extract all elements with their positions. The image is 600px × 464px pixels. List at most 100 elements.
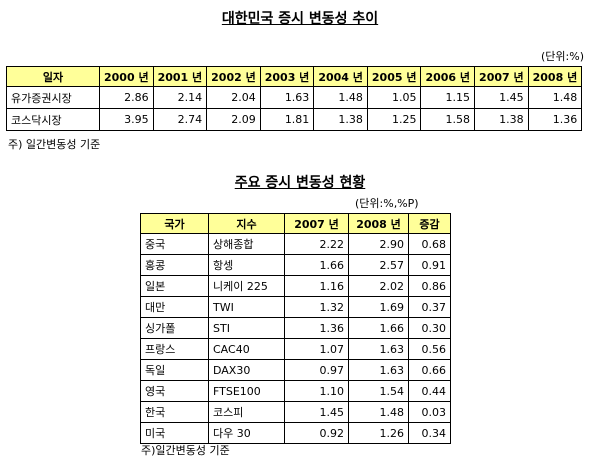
index-cell: DAX30 [208, 359, 285, 381]
table-row: 유가증권시장 2.86 2.14 2.04 1.63 1.48 1.05 1.1… [6, 86, 583, 109]
major-markets-volatility-table: 국가 지수 2007 년 2008 년 증감 중국 상해종합 2.22 2.90 0.6… [140, 213, 451, 444]
volatility-trend-table: 일자 2000 년 2001 년 2002 년 2003 년 2004 년 20… [6, 66, 583, 131]
country-cell: 영국 [140, 380, 209, 402]
country-cell: 독일 [140, 359, 209, 381]
value-2007-cell: 0.92 [284, 422, 349, 444]
value-2008-cell: 1.63 [348, 338, 409, 360]
table-row: 싱가폴 STI 1.36 1.66 0.30 [140, 317, 451, 339]
country-cell: 한국 [140, 401, 209, 423]
table-cell: 2.86 [99, 86, 154, 109]
table-cell: 1.36 [527, 108, 583, 131]
table2-unit: (단위:%,%P) [355, 197, 419, 210]
index-cell: 코스피 [208, 401, 285, 423]
country-cell: 홍콩 [140, 254, 209, 276]
table1-note: 주) 일간변동성 기준 [8, 138, 101, 151]
table-row: 영국 FTSE100 1.10 1.54 0.44 [140, 380, 451, 402]
header-2007: 2007 년 [284, 213, 349, 234]
value-2008-cell: 2.57 [348, 254, 409, 276]
table-cell: 1.05 [366, 86, 422, 109]
table1-col-header: 2004 년 [313, 66, 368, 87]
table1-unit: (단위:%) [541, 50, 584, 63]
header-2008: 2008 년 [348, 213, 409, 234]
table-cell: 1.63 [259, 86, 315, 109]
table1-header-row: 일자 2000 년 2001 년 2002 년 2003 년 2004 년 20… [6, 66, 583, 87]
value-2007-cell: 1.66 [284, 254, 349, 276]
country-cell: 미국 [140, 422, 209, 444]
value-2008-cell: 1.48 [348, 401, 409, 423]
value-2007-cell: 1.10 [284, 380, 349, 402]
table-cell: 1.48 [527, 86, 583, 109]
country-cell: 프랑스 [140, 338, 209, 360]
value-2007-cell: 1.07 [284, 338, 349, 360]
index-cell: 니케이 225 [208, 275, 285, 297]
table1-corner-header: 일자 [6, 66, 100, 87]
value-2008-cell: 1.69 [348, 296, 409, 318]
value-2008-cell: 2.90 [348, 233, 409, 255]
header-change: 증감 [408, 213, 451, 234]
table-cell: 2.04 [206, 86, 261, 109]
table-row: 독일 DAX30 0.97 1.63 0.66 [140, 359, 451, 381]
index-cell: 상해종합 [208, 233, 285, 255]
table-row: 홍콩 항셍 1.66 2.57 0.91 [140, 254, 451, 276]
index-cell: STI [208, 317, 285, 339]
index-cell: 항셍 [208, 254, 285, 276]
table-row: 한국 코스피 1.45 1.48 0.03 [140, 401, 451, 423]
change-cell: 0.91 [408, 254, 451, 276]
country-cell: 대만 [140, 296, 209, 318]
index-cell: CAC40 [208, 338, 285, 360]
change-cell: 0.66 [408, 359, 451, 381]
table-cell: 1.48 [313, 86, 368, 109]
table-cell: 1.58 [420, 108, 476, 131]
value-2007-cell: 1.36 [284, 317, 349, 339]
table1-title: 대한민국 증시 변동성 추이 [221, 11, 379, 27]
table1-col-header: 2008 년 [527, 66, 583, 87]
value-2008-cell: 1.54 [348, 380, 409, 402]
change-cell: 0.68 [408, 233, 451, 255]
row-label: 유가증권시장 [6, 86, 100, 109]
table-cell: 1.15 [420, 86, 476, 109]
table2-note: 주)일간변동성 기준 [141, 444, 230, 457]
table1-col-header: 2000 년 [99, 66, 154, 87]
value-2008-cell: 1.66 [348, 317, 409, 339]
table2-title: 주요 증시 변동성 현황 [234, 175, 366, 191]
change-cell: 0.34 [408, 422, 451, 444]
value-2008-cell: 1.26 [348, 422, 409, 444]
table-cell: 3.95 [99, 108, 154, 131]
value-2008-cell: 2.02 [348, 275, 409, 297]
index-cell: TWI [208, 296, 285, 318]
table-cell: 1.45 [474, 86, 529, 109]
table2-header-row: 국가 지수 2007 년 2008 년 증감 [140, 213, 451, 234]
value-2007-cell: 2.22 [284, 233, 349, 255]
table-cell: 2.09 [206, 108, 261, 131]
change-cell: 0.86 [408, 275, 451, 297]
value-2007-cell: 1.16 [284, 275, 349, 297]
table-row: 대만 TWI 1.32 1.69 0.37 [140, 296, 451, 318]
value-2007-cell: 1.32 [284, 296, 349, 318]
change-cell: 0.37 [408, 296, 451, 318]
table-row: 미국 다우 30 0.92 1.26 0.34 [140, 422, 451, 444]
header-country: 국가 [140, 213, 209, 234]
table-cell: 1.25 [366, 108, 422, 131]
table1-col-header: 2005 년 [366, 66, 422, 87]
index-cell: FTSE100 [208, 380, 285, 402]
change-cell: 0.30 [408, 317, 451, 339]
header-index: 지수 [208, 213, 285, 234]
table1-col-header: 2006 년 [420, 66, 476, 87]
value-2008-cell: 1.63 [348, 359, 409, 381]
table-cell: 1.38 [474, 108, 529, 131]
country-cell: 싱가폴 [140, 317, 209, 339]
table-row: 일본 니케이 225 1.16 2.02 0.86 [140, 275, 451, 297]
value-2007-cell: 1.45 [284, 401, 349, 423]
table-row: 중국 상해종합 2.22 2.90 0.68 [140, 233, 451, 255]
table-row: 프랑스 CAC40 1.07 1.63 0.56 [140, 338, 451, 360]
change-cell: 0.44 [408, 380, 451, 402]
country-cell: 중국 [140, 233, 209, 255]
change-cell: 0.56 [408, 338, 451, 360]
table1-col-header: 2001 년 [152, 66, 208, 87]
change-cell: 0.03 [408, 401, 451, 423]
table1-col-header: 2007 년 [474, 66, 529, 87]
table-row: 코스닥시장 3.95 2.74 2.09 1.81 1.38 1.25 1.58… [6, 108, 583, 131]
index-cell: 다우 30 [208, 422, 285, 444]
country-cell: 일본 [140, 275, 209, 297]
value-2007-cell: 0.97 [284, 359, 349, 381]
